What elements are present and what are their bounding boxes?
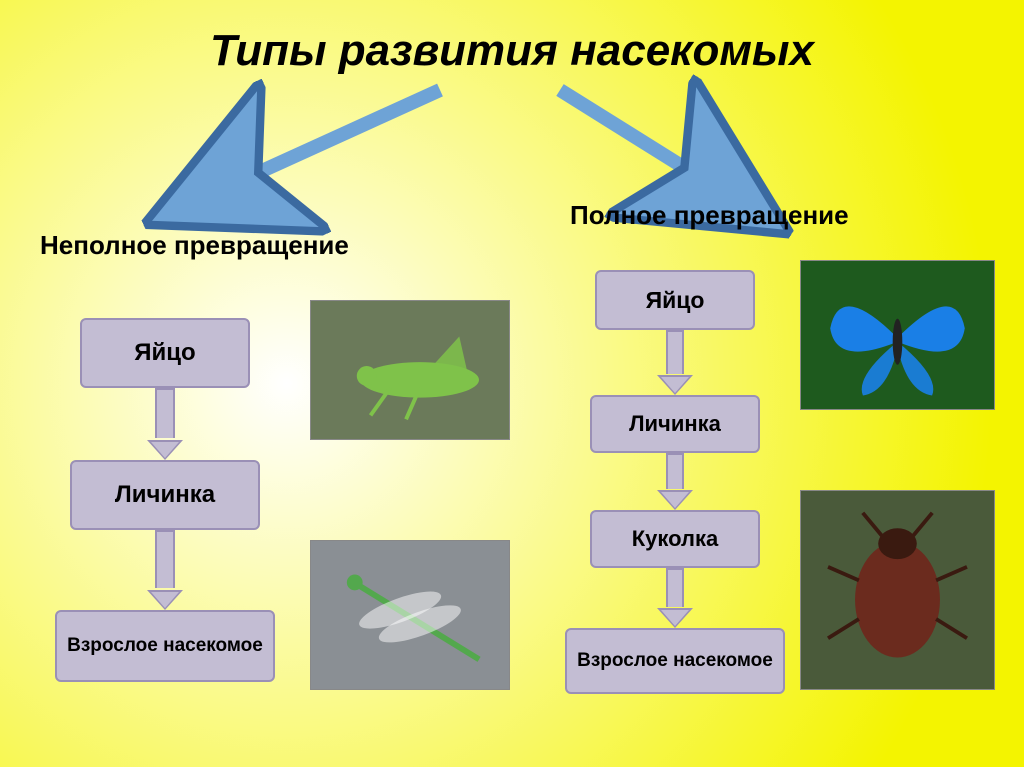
left-stage-label-0: Яйцо <box>128 339 201 367</box>
butterfly-image <box>800 260 995 410</box>
subtitle-incomplete: Неполное превращение <box>40 230 349 261</box>
right-stage-label-2: Куколка <box>626 526 725 551</box>
right-down-arrow-2 <box>658 568 692 628</box>
right-stage-1: Личинка <box>590 395 760 453</box>
right-stage-0: Яйцо <box>595 270 755 330</box>
beetle-image <box>800 490 995 690</box>
right-stage-label-0: Яйцо <box>640 287 711 313</box>
left-stage-label-2: Взрослое насекомое <box>61 635 269 657</box>
right-stage-label-1: Личинка <box>623 411 727 436</box>
left-stage-0: Яйцо <box>80 318 250 388</box>
dragonfly-image <box>310 540 510 690</box>
right-down-arrow-1 <box>658 453 692 510</box>
subtitle-complete: Полное превращение <box>570 200 849 231</box>
right-down-arrow-0 <box>658 330 692 395</box>
right-stage-3: Взрослое насекомое <box>565 628 785 694</box>
left-stage-label-1: Личинка <box>109 481 221 509</box>
right-stage-2: Куколка <box>590 510 760 568</box>
grasshopper-image <box>310 300 510 440</box>
left-down-arrow-1 <box>147 530 183 610</box>
left-stage-1: Личинка <box>70 460 260 530</box>
right-stage-label-3: Взрослое насекомое <box>571 650 779 672</box>
left-down-arrow-0 <box>147 388 183 460</box>
left-stage-2: Взрослое насекомое <box>55 610 275 682</box>
